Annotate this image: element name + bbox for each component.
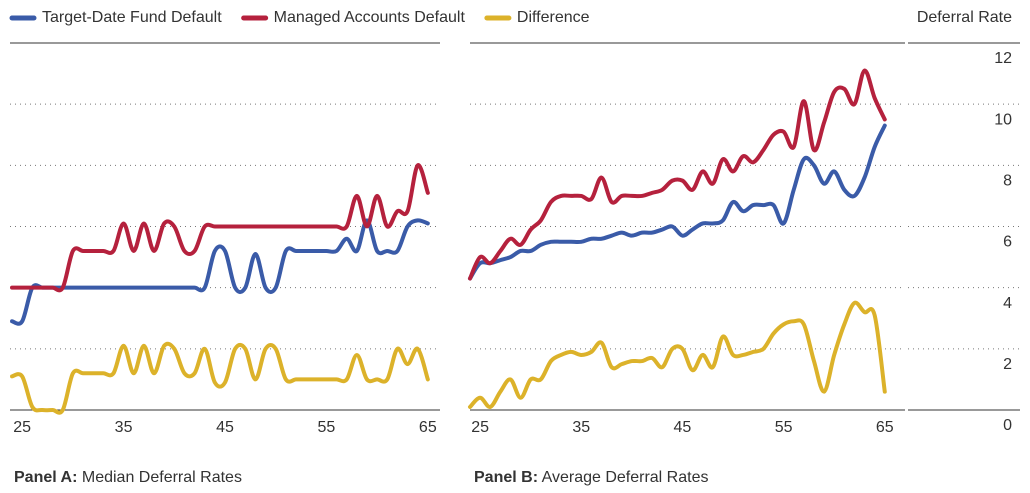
- y-tick-label: 0: [1003, 417, 1012, 434]
- x-tick-label: 35: [572, 419, 590, 436]
- x-tick-label: 65: [876, 419, 894, 436]
- y-tick-label: 4: [1003, 295, 1012, 312]
- x-tick-label: 25: [13, 419, 31, 436]
- series-line: [468, 68, 887, 281]
- panel-title: Panel A: Median Deferral Rates: [14, 469, 242, 486]
- legend-label: Difference: [517, 9, 590, 26]
- x-tick-label: 55: [318, 419, 336, 436]
- panel-label: Panel B:: [474, 469, 538, 486]
- series-line: [10, 163, 430, 293]
- series-line: [10, 218, 430, 326]
- y-tick-label: 6: [1003, 234, 1012, 251]
- panel-title-text: Median Deferral Rates: [82, 469, 242, 486]
- panel-label: Panel A:: [14, 469, 77, 486]
- y-tick-label: 2: [1003, 356, 1012, 373]
- x-tick-label: 55: [775, 419, 793, 436]
- series-line: [468, 123, 887, 281]
- x-tick-label: 25: [471, 419, 489, 436]
- series-line: [468, 300, 887, 409]
- x-tick-label: 65: [419, 419, 437, 436]
- x-tick-label: 35: [115, 419, 133, 436]
- panel-title: Panel B: Average Deferral Rates: [474, 469, 708, 486]
- x-tick-label: 45: [216, 419, 234, 436]
- x-tick-label: 45: [674, 419, 692, 436]
- panel-title-text: Average Deferral Rates: [542, 469, 709, 486]
- legend-label: Target-Date Fund Default: [42, 9, 222, 26]
- legend-label: Managed Accounts Default: [274, 9, 466, 26]
- y-tick-label: 12: [994, 50, 1012, 67]
- y-tick-label: 8: [1003, 173, 1012, 190]
- series-line: [10, 341, 430, 415]
- y-axis-label: Deferral Rate: [917, 9, 1012, 26]
- y-tick-label: 10: [994, 111, 1012, 128]
